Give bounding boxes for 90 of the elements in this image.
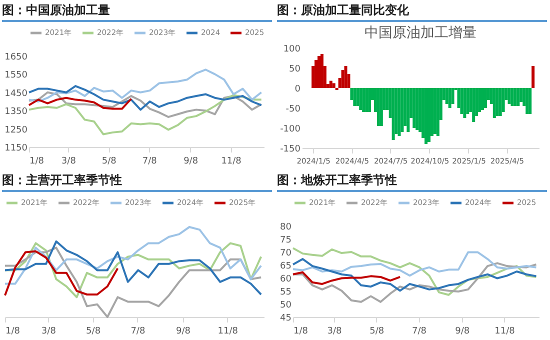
- x-tick-label: 3/8: [61, 156, 76, 166]
- y-tick-label: 1650: [4, 52, 28, 62]
- y-tick-label: 1250: [4, 125, 28, 136]
- y-tick-label: 55: [280, 288, 292, 298]
- bar: [392, 88, 395, 140]
- x-tick-label: 7/8: [142, 156, 158, 166]
- bar: [502, 88, 505, 112]
- bar: [526, 88, 529, 114]
- line-series: [292, 262, 538, 303]
- y-tick-label: 50: [280, 300, 292, 310]
- x-tick-label: 11/8: [221, 156, 242, 166]
- y-tick-label: 1550: [4, 70, 28, 81]
- x-tick-label: 5/8: [86, 326, 101, 336]
- bar: [451, 88, 454, 104]
- y-tick-label: 50: [289, 64, 301, 74]
- y-tick-label: 1450: [4, 88, 28, 99]
- bar: [314, 60, 318, 88]
- line-series: [28, 94, 262, 136]
- bar: [445, 88, 448, 104]
- line-series: [28, 85, 262, 111]
- y-tick-label: 100: [283, 44, 301, 54]
- line-series: [28, 96, 132, 110]
- line-series: [292, 247, 538, 296]
- y-tick-label: 1150: [4, 144, 28, 154]
- line-series: [292, 258, 538, 292]
- bar: [368, 88, 372, 112]
- x-tick-label: 7/8: [412, 326, 427, 336]
- bar: [528, 88, 532, 114]
- bar: [460, 88, 464, 114]
- y-tick-label: 1350: [4, 107, 28, 118]
- y-tick-label: 60: [280, 274, 292, 284]
- bar: [532, 66, 535, 88]
- bar: [344, 66, 348, 88]
- bar: [362, 88, 366, 112]
- x-tick-label: 3/8: [327, 326, 342, 336]
- y-tick-label: 0: [294, 84, 301, 94]
- bar: [400, 88, 404, 132]
- bar: [359, 88, 362, 110]
- bar: [492, 88, 496, 118]
- x-tick-label: 11/8: [494, 326, 516, 336]
- line-series: [28, 68, 262, 102]
- x-tick-label: 1/8: [294, 326, 308, 336]
- bar: [510, 88, 514, 106]
- chart-subtitle: 中国原油加工增量: [364, 25, 476, 41]
- y-tick-label: -50: [286, 104, 301, 114]
- y-tick-label: 75: [280, 236, 292, 246]
- bar: [332, 83, 336, 88]
- y-tick-label: 80: [280, 222, 292, 232]
- bar: [472, 88, 476, 122]
- y-tick-label: 45: [280, 314, 292, 324]
- bar: [463, 88, 466, 118]
- bar: [412, 88, 416, 128]
- x-tick-label: 1/8: [6, 326, 20, 336]
- y-tick-label: 70: [280, 248, 292, 258]
- bar: [498, 88, 502, 116]
- line-series: [292, 271, 402, 285]
- x-tick-label: 3/8: [41, 326, 56, 336]
- y-tick-label: -100: [280, 124, 301, 134]
- chart-title: 图：原油加工量同比变化: [277, 2, 547, 22]
- bar: [448, 88, 452, 108]
- x-tick-label: 9/8: [455, 326, 470, 336]
- bar: [520, 88, 523, 102]
- bar: [329, 80, 332, 88]
- y-tick-label: 65: [280, 262, 292, 272]
- bar: [356, 88, 360, 106]
- y-tick-label: -150: [280, 144, 301, 154]
- bar: [320, 54, 324, 88]
- x-tick-label: 9/8: [184, 156, 198, 166]
- chart-title: 图：地炼开工率季节性: [277, 172, 547, 192]
- line-series: [292, 251, 538, 277]
- bar: [516, 88, 520, 106]
- bar: [406, 88, 410, 132]
- x-tick-label: 7/8: [130, 326, 146, 336]
- bar: [353, 88, 356, 106]
- x-tick-label: 11/8: [218, 326, 238, 336]
- x-tick-label: 5/8: [102, 156, 117, 166]
- line-series: [28, 91, 262, 118]
- bar: [416, 88, 419, 130]
- bar: [484, 88, 487, 108]
- x-tick-label: 5/8: [370, 326, 384, 336]
- bar: [376, 88, 380, 126]
- chart-title: 图：中国原油加工量: [2, 2, 272, 22]
- chart-title: 图：主营开工率季节性: [2, 172, 272, 192]
- bar: [436, 88, 440, 136]
- bar: [496, 88, 499, 116]
- x-tick-label: 9/8: [176, 326, 191, 336]
- bar: [466, 88, 470, 114]
- bar: [514, 88, 517, 106]
- x-tick-label: 1/8: [30, 156, 44, 166]
- bar: [380, 88, 383, 126]
